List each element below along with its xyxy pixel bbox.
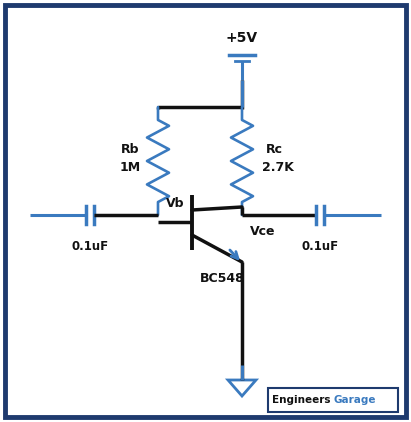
Text: 1M: 1M <box>120 161 141 174</box>
Text: Vce: Vce <box>250 225 275 238</box>
Text: Rc: Rc <box>266 143 282 156</box>
Text: 0.1uF: 0.1uF <box>72 240 109 253</box>
Text: Rb: Rb <box>121 143 139 156</box>
Text: 0.1uF: 0.1uF <box>301 240 339 253</box>
Text: Engineers: Engineers <box>272 395 330 405</box>
Text: 2.7K: 2.7K <box>262 161 294 174</box>
Text: Vb: Vb <box>166 197 185 210</box>
Text: +5V: +5V <box>226 31 258 45</box>
Text: Garage: Garage <box>333 395 376 405</box>
Bar <box>268 388 398 412</box>
Text: BC548: BC548 <box>200 272 245 285</box>
